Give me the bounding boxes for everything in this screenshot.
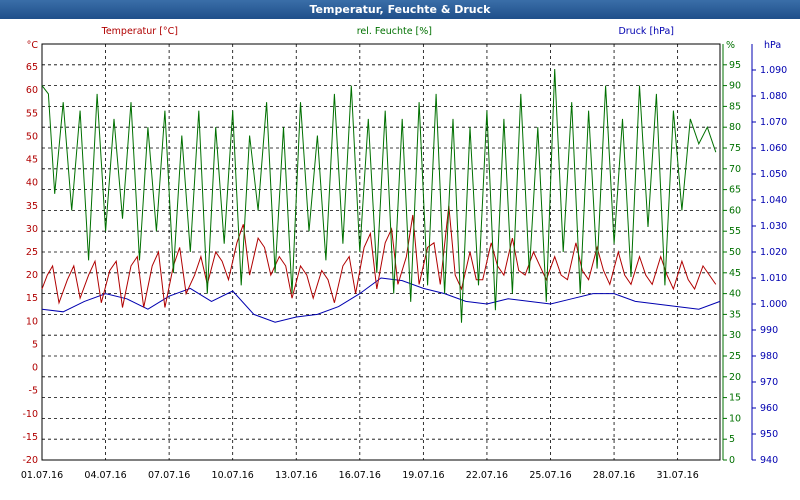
temperature-series-line [41,205,717,308]
x-tick-label: 25.07.16 [529,470,571,481]
x-tick-label: 10.07.16 [212,470,254,481]
temperature-tick-label: -10 [22,409,38,420]
temperature-tick-label: -15 [22,432,38,443]
temperature-tick-label: 0 [32,363,38,374]
temperature-tick-label: 30 [26,224,38,235]
pressure-axis-label: Druck [hPa] [618,26,674,37]
x-tick-label: 04.07.16 [84,470,126,481]
pressure-series-line [41,277,721,323]
humidity-tick-label: 40 [729,289,741,300]
pressure-unit: hPa [764,40,781,51]
humidity-tick-label: 20 [729,372,741,383]
grid-lines [41,44,720,461]
humidity-tick-label: 85 [729,101,741,112]
humidity-tick-label: 15 [729,393,741,404]
pressure-tick-label: 950 [760,429,778,440]
pressure-tick-label: 960 [760,403,778,414]
x-axis: 01.07.16 04.07.16 07.07.16 10.07.16 13.07.16… [21,470,699,481]
pressure-tick-label: 970 [760,377,778,388]
humidity-series-line [41,68,717,323]
temperature-tick-label: 40 [26,178,38,189]
pressure-tick-label: 1.050 [760,169,787,180]
pressure-tick-label: 1.040 [760,195,787,206]
temperature-tick-label: 55 [26,108,38,119]
plot-frame [41,43,721,461]
temperature-tick-label: 45 [26,155,38,166]
temperature-tick-label: 25 [26,247,38,258]
temperature-tick-label: -20 [22,455,38,466]
humidity-axis: 0 5 10 15 20 25 30 35 40 45 50 55 60 65 70 75 80 85 90 95 [722,44,741,466]
temperature-tick-label: 20 [26,270,38,281]
humidity-tick-label: 70 [729,164,741,175]
humidity-axis-label: rel. Feuchte [%] [357,26,432,37]
pressure-axis: 940 950 960 970 980 990 1.000 1.010 1.020 1.030 1.… [751,44,787,466]
humidity-unit: % [726,40,735,51]
x-tick-label: 01.07.16 [21,470,63,481]
humidity-tick-label: 10 [729,413,741,424]
humidity-tick-label: 60 [729,205,741,216]
humidity-tick-label: 35 [729,309,741,320]
temperature-axis: -20 -15 -10 -5 0 5 10 15 20 25 30 35 40 45 50 55 60 65 [22,62,38,466]
temperature-tick-label: 65 [26,62,38,73]
x-tick-label: 19.07.16 [402,470,444,481]
humidity-tick-label: 55 [729,226,741,237]
x-tick-label: 13.07.16 [275,470,317,481]
temperature-tick-label: 60 [26,85,38,96]
pressure-tick-label: 990 [760,325,778,336]
pressure-tick-label: 1.000 [760,299,787,310]
x-tick-label: 31.07.16 [656,470,698,481]
humidity-tick-label: 50 [729,247,741,258]
humidity-tick-label: 95 [729,60,741,71]
pressure-tick-label: 1.060 [760,143,787,154]
humidity-tick-label: 0 [729,455,735,466]
pressure-tick-label: 1.080 [760,91,787,102]
series-group [41,68,721,323]
pressure-tick-label: 1.020 [760,247,787,258]
humidity-tick-label: 5 [729,434,735,445]
humidity-tick-label: 30 [729,330,741,341]
temperature-tick-label: 35 [26,201,38,212]
humidity-tick-label: 25 [729,351,741,362]
temperature-tick-label: 10 [26,316,38,327]
humidity-tick-label: 80 [729,122,741,133]
pressure-tick-label: 1.010 [760,273,787,284]
pressure-tick-label: 1.070 [760,117,787,128]
pressure-tick-label: 980 [760,351,778,362]
humidity-tick-label: 65 [729,185,741,196]
pressure-tick-label: 1.030 [760,221,787,232]
x-tick-label: 16.07.16 [339,470,381,481]
pressure-tick-label: 1.090 [760,65,787,76]
temperature-tick-label: 5 [32,339,38,350]
temperature-axis-label: Temperatur [°C] [101,26,178,37]
temperature-tick-label: -5 [29,386,38,397]
humidity-tick-label: 75 [729,143,741,154]
chart-title: Temperatur, Feuchte & Druck [0,0,800,19]
humidity-tick-label: 45 [729,268,741,279]
temperature-unit: °C [27,40,39,51]
x-tick-label: 07.07.16 [148,470,190,481]
temperature-tick-label: 15 [26,293,38,304]
x-tick-label: 22.07.16 [466,470,508,481]
pressure-tick-label: 940 [760,455,778,466]
x-tick-label: 28.07.16 [593,470,635,481]
temperature-tick-label: 50 [26,131,38,142]
humidity-tick-label: 90 [729,81,741,92]
